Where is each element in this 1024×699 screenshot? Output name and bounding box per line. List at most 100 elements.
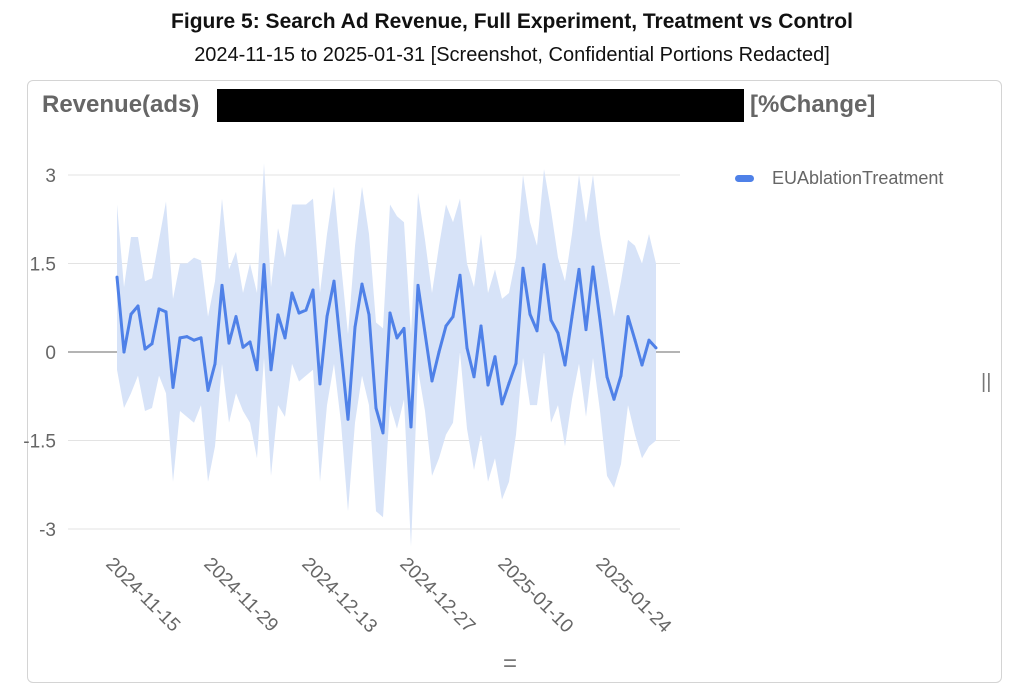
data-point [654,346,658,350]
data-point [171,385,175,389]
data-point [437,350,441,354]
data-point [248,340,252,344]
data-point [388,311,392,315]
data-point [304,308,308,312]
data-point [374,406,378,410]
data-point [353,325,357,329]
data-point [619,374,623,378]
data-point [528,312,532,316]
redaction-bar [217,89,744,122]
series-line [115,263,658,435]
legend[interactable]: EUAblationTreatment [735,168,943,189]
data-point [479,324,483,328]
data-point [136,304,140,308]
y-tick-label: 3 [45,166,56,187]
data-point [507,381,511,385]
legend-swatch [735,175,754,182]
data-point [227,341,231,345]
chart-card [27,80,1002,683]
data-point [486,383,490,387]
data-point [318,382,322,386]
x-tick-label: 2024-11-15 [101,554,184,637]
data-point [283,336,287,340]
data-point [521,266,525,270]
figure-subtitle: 2024-11-15 to 2025-01-31 [Screenshot, Co… [194,44,830,66]
data-point [500,402,504,406]
data-point [339,348,343,352]
data-point [612,397,616,401]
data-point [262,263,266,267]
data-point [346,417,350,421]
data-point [164,310,168,314]
data-point [584,328,588,332]
data-point [143,347,147,351]
data-point [185,335,189,339]
data-point [640,363,644,367]
y-tick-label: -1.5 [23,432,56,453]
metric-label: Revenue(ads) [42,91,200,118]
resize-handle-vertical[interactable]: || [981,371,992,393]
data-point [276,313,280,317]
data-point [409,425,413,429]
data-point [367,313,371,317]
unit-label: [%Change] [750,91,876,118]
data-point [458,273,462,277]
data-point [150,342,154,346]
data-point [115,275,119,279]
data-point [402,326,406,330]
legend-label: EUAblationTreatment [772,168,944,188]
data-point [563,363,567,367]
data-point [395,336,399,340]
data-point [633,338,637,342]
data-point [591,265,595,269]
data-point [178,336,182,340]
data-point [535,329,539,333]
data-point [605,375,609,379]
data-point [549,318,553,322]
data-point [514,361,518,365]
data-point [311,288,315,292]
data-point [451,315,455,319]
data-point [234,315,238,319]
data-point [122,350,126,354]
data-point [598,318,602,322]
data-point [416,283,420,287]
data-point [269,368,273,372]
data-point [220,283,224,287]
data-point [213,362,217,366]
data-point [542,263,546,267]
data-point [556,331,560,335]
data-point [157,307,161,311]
data-point [241,345,245,349]
data-point [472,375,476,379]
data-point [381,431,385,435]
data-point [577,267,581,271]
data-point [423,331,427,335]
data-point [206,388,210,392]
data-point [570,315,574,319]
y-tick-label: -3 [39,520,56,541]
data-point [192,338,196,342]
x-tick-label: 2024-11-29 [199,554,282,637]
y-tick-label: 1.5 [30,255,56,276]
data-point [493,355,497,359]
data-point [129,312,133,316]
data-point [332,279,336,283]
data-point [465,346,469,350]
figure-title: Figure 5: Search Ad Revenue, Full Experi… [171,10,853,33]
data-point [199,336,203,340]
x-tick-label: 2025-01-10 [493,554,577,638]
data-point [444,324,448,328]
x-tick-label: 2025-01-24 [591,554,675,638]
data-point [430,379,434,383]
y-tick-label: 0 [45,343,56,364]
data-point [647,338,651,342]
data-point [290,291,294,295]
data-point [626,315,630,319]
resize-handle-horizontal[interactable]: = [503,650,518,677]
x-tick-label: 2024-12-13 [297,554,381,638]
x-tick-label: 2024-12-27 [395,554,479,638]
data-point [297,311,301,315]
data-point [360,282,364,286]
